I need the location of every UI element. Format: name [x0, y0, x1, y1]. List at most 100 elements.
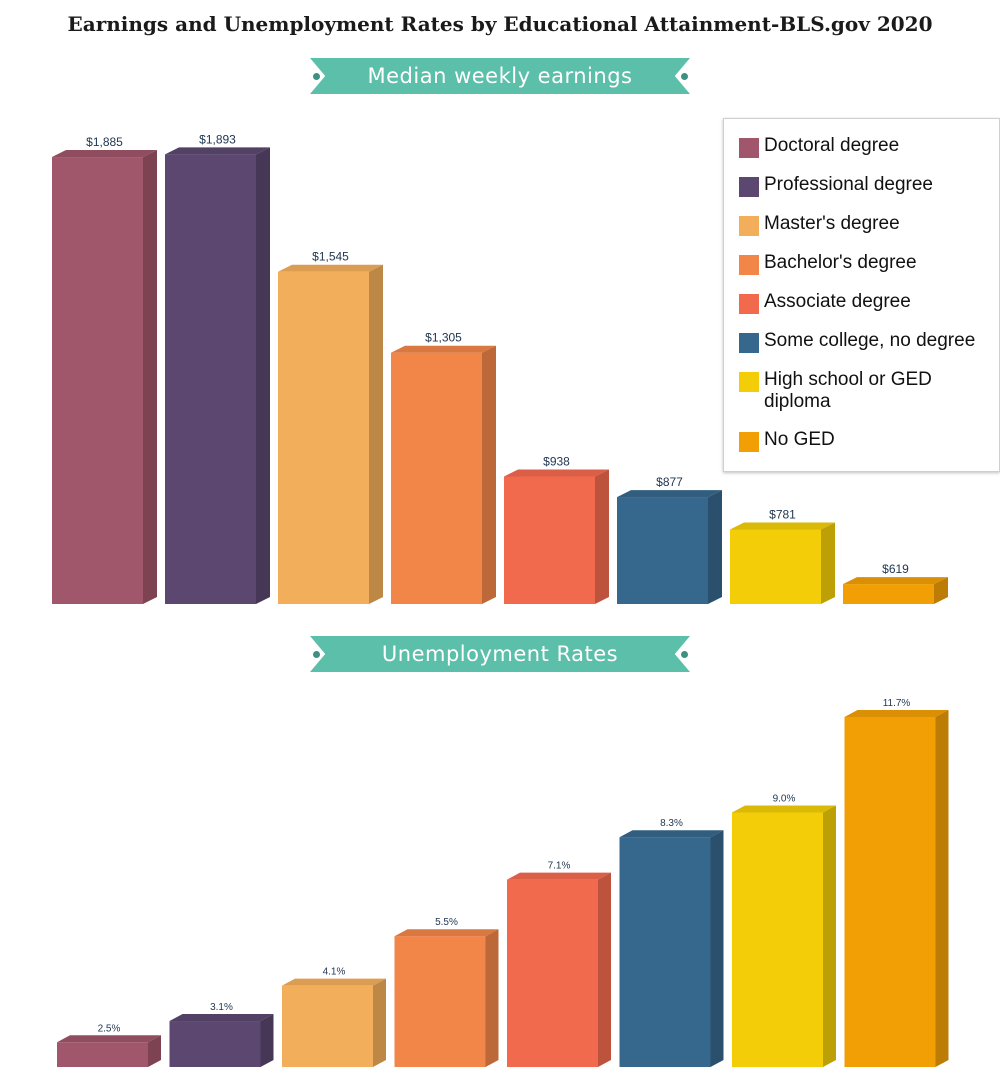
data-label: 4.1%: [323, 967, 346, 978]
data-label: $1,893: [199, 132, 236, 146]
bar-front: [507, 879, 598, 1067]
bar-front: [617, 497, 708, 604]
bar: [843, 577, 948, 604]
bar-front: [169, 1021, 261, 1067]
bar-front: [165, 154, 256, 604]
bar: [732, 805, 836, 1067]
bar: [52, 150, 157, 605]
bar: [619, 830, 724, 1067]
ribbon-dot-left: [313, 651, 320, 658]
bar-top: [165, 147, 270, 155]
legend-item: Associate degree: [738, 291, 1000, 315]
bar: [504, 469, 609, 604]
bar: [169, 1014, 274, 1067]
legend-swatch: [738, 293, 760, 315]
bar-front: [282, 985, 373, 1067]
bar-side: [143, 150, 157, 605]
bar: [617, 490, 722, 604]
bar-front: [730, 529, 821, 604]
data-label: 3.1%: [210, 1002, 233, 1013]
bar: [391, 345, 496, 604]
data-label: $877: [656, 475, 683, 489]
legend-swatch: [738, 332, 760, 354]
bar: [730, 522, 835, 604]
bar: [394, 929, 499, 1067]
unemployment-chart-title: Unemployment Rates: [310, 636, 690, 672]
bar-top: [169, 1014, 274, 1022]
data-label: $938: [543, 454, 570, 468]
data-label: $619: [882, 562, 909, 576]
data-label: $1,545: [312, 250, 349, 264]
legend-swatch: [738, 431, 760, 453]
legend-item: Bachelor's degree: [738, 252, 1000, 276]
data-label: $1,885: [86, 135, 123, 149]
bar: [282, 978, 386, 1067]
legend-label: High school or GED diploma: [764, 369, 932, 412]
bar-front: [394, 936, 486, 1067]
bar-top: [282, 978, 386, 986]
bar-front: [391, 352, 482, 604]
legend-item: High school or GED diploma: [738, 369, 1000, 413]
bar-side: [710, 830, 724, 1067]
legend-label: Associate degree: [764, 291, 911, 312]
earnings-chart-title: Median weekly earnings: [310, 58, 690, 94]
bar-top: [394, 929, 499, 937]
bar-top: [504, 469, 609, 477]
bar-side: [260, 1014, 274, 1067]
data-label: 2.5%: [98, 1023, 121, 1034]
legend-label: Professional degree: [764, 174, 933, 195]
legend-item: Doctoral degree: [738, 135, 1000, 159]
bar-top: [57, 1035, 161, 1043]
data-label: $1,305: [425, 331, 462, 345]
legend-item: Master's degree: [738, 213, 1000, 237]
bar-side: [148, 1035, 161, 1067]
legend-label: Bachelor's degree: [764, 252, 917, 273]
bar-top: [730, 522, 835, 530]
legend-label: No GED: [764, 429, 835, 450]
legend-swatch: [738, 176, 760, 198]
legend-swatch: [738, 137, 760, 159]
bar-side: [256, 147, 270, 604]
legend-swatch: [738, 254, 760, 276]
legend-item: Some college, no degree: [738, 330, 1000, 354]
bar-side: [821, 522, 835, 604]
bar-front: [52, 157, 143, 605]
bar: [844, 710, 949, 1067]
bar-front: [278, 271, 369, 604]
bar-top: [617, 490, 722, 498]
data-label: 5.5%: [435, 917, 458, 928]
bar-side: [485, 929, 499, 1067]
bar-front: [732, 812, 823, 1067]
legend-label: Doctoral degree: [764, 135, 900, 156]
bar-side: [823, 805, 836, 1067]
ribbon-dot-right: [681, 651, 688, 658]
bar-top: [278, 264, 383, 272]
bar-side: [935, 710, 949, 1067]
bar-front: [57, 1042, 148, 1067]
legend-swatch: [738, 215, 760, 237]
bar-side: [369, 264, 383, 604]
data-label: 11.7%: [883, 698, 911, 709]
data-label: 8.3%: [660, 818, 683, 829]
ribbon-dot-right: [681, 73, 688, 80]
bar: [165, 147, 270, 604]
bar-front: [619, 837, 711, 1067]
bar-front: [843, 584, 934, 604]
legend-item: Professional degree: [738, 174, 1000, 198]
bar-side: [595, 469, 609, 604]
bar-side: [482, 345, 496, 604]
legend-swatch: [738, 371, 760, 393]
bar-top: [391, 345, 496, 353]
bar-side: [598, 872, 611, 1067]
bar-top: [843, 577, 948, 585]
legend-label: Master's degree: [764, 213, 900, 234]
bar-side: [934, 577, 948, 604]
bar: [278, 264, 383, 604]
bar-top: [507, 872, 611, 880]
bar: [507, 872, 611, 1067]
bar-top: [52, 150, 157, 158]
data-label: 9.0%: [773, 793, 796, 804]
bar-top: [844, 710, 949, 717]
chart-legend: Doctoral degree Professional degree Master…: [723, 118, 1000, 472]
